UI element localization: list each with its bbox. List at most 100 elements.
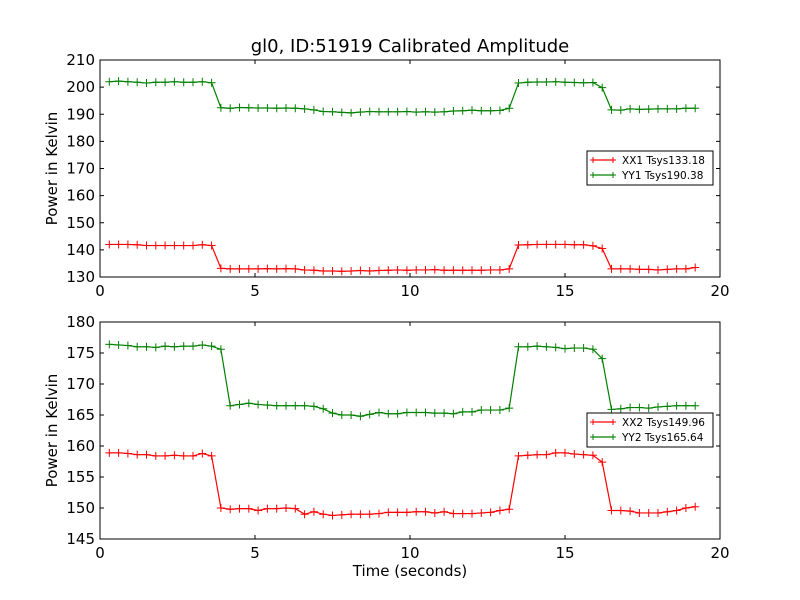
data-point [681, 104, 690, 113]
data-point [216, 504, 225, 512]
data-point [142, 342, 151, 351]
data-point [328, 409, 337, 418]
data-point [105, 240, 114, 249]
data-point [579, 78, 588, 87]
data-point [486, 265, 495, 274]
data-point [495, 506, 504, 515]
data-point [458, 106, 467, 115]
y-axis-label: Power in Kelvin [43, 112, 61, 226]
data-point [356, 108, 365, 117]
data-point [244, 103, 253, 112]
x-tick-label: 5 [250, 282, 260, 300]
data-point [309, 266, 318, 275]
data-point [663, 402, 672, 411]
data-point [598, 83, 607, 92]
data-point [477, 508, 486, 517]
data-point [514, 240, 523, 249]
data-point [430, 265, 439, 274]
data-point [691, 401, 700, 410]
x-axis-label: Time (seconds) [352, 562, 468, 580]
data-point [114, 240, 123, 249]
data-point [672, 104, 681, 113]
data-point [654, 104, 662, 113]
data-point [142, 79, 151, 88]
data-point [607, 105, 616, 114]
data-point [486, 406, 495, 415]
data-point [635, 508, 644, 517]
data-point [514, 451, 523, 460]
bottom-chart: 0 5 10 15 20 145 150 155 160 165 170 175 180 Power in… [43, 313, 730, 580]
data-point [533, 342, 542, 351]
data-point [523, 451, 532, 460]
data-point [235, 504, 244, 513]
x-tick-label: 20 [710, 544, 729, 562]
data-point [300, 401, 309, 410]
data-point [235, 264, 244, 273]
data-point [468, 106, 476, 115]
legend-marker [590, 172, 616, 178]
y-tick-label: 155 [66, 468, 95, 486]
data-point [347, 267, 356, 276]
y-tick-label: 160 [66, 437, 95, 455]
data-point [133, 240, 142, 249]
data-point [607, 506, 616, 515]
legend-entry: YY1 Tsys190.38 [621, 170, 703, 182]
data-point [477, 266, 486, 275]
data-point [207, 78, 216, 87]
data-point [133, 342, 142, 351]
legend-box [586, 412, 714, 448]
data-point [691, 104, 700, 113]
data-point [458, 407, 467, 416]
data-point [672, 506, 681, 515]
data-point [254, 400, 263, 409]
chart-title: gl0, ID:51919 Calibrated Amplitude [251, 36, 570, 57]
data-point [449, 106, 458, 115]
x-tick-label: 5 [250, 544, 260, 562]
data-point [384, 508, 393, 517]
data-point [402, 266, 411, 275]
data-point [561, 240, 569, 249]
data-point [402, 508, 411, 517]
data-point [449, 409, 458, 418]
data-point [635, 265, 644, 274]
data-point [505, 505, 514, 514]
data-point [654, 402, 662, 411]
data-point [570, 78, 579, 87]
data-point [561, 344, 569, 353]
data-point [216, 345, 225, 354]
data-point [337, 510, 346, 519]
data-point [598, 458, 607, 467]
data-point [356, 266, 365, 275]
data-point [189, 241, 197, 250]
data-point [282, 401, 290, 410]
data-point [328, 511, 337, 520]
data-point [244, 399, 253, 408]
data-point [347, 108, 356, 117]
data-point [254, 264, 263, 273]
y-tick-label: 145 [66, 530, 95, 548]
data-point [291, 504, 300, 513]
data-point [430, 409, 439, 418]
data-point [440, 107, 449, 116]
data-point [142, 241, 151, 250]
data-point [384, 266, 393, 275]
y-tick-label: 180 [66, 132, 95, 150]
data-point [226, 104, 235, 113]
data-point [207, 342, 216, 351]
y-tick-label: 140 [66, 241, 95, 259]
data-point [495, 406, 504, 415]
data-point [189, 451, 197, 460]
data-point [319, 404, 328, 413]
data-point [551, 343, 560, 352]
data-point [105, 340, 114, 349]
data-point [551, 240, 560, 249]
y-tick-label: 165 [66, 406, 95, 424]
data-point [337, 108, 346, 117]
x-tick-label: 0 [95, 544, 105, 562]
data-point [523, 78, 532, 87]
data-point [356, 510, 365, 519]
data-point [495, 265, 504, 274]
data-point [356, 412, 365, 421]
data-point [226, 401, 235, 410]
data-point [179, 241, 188, 250]
